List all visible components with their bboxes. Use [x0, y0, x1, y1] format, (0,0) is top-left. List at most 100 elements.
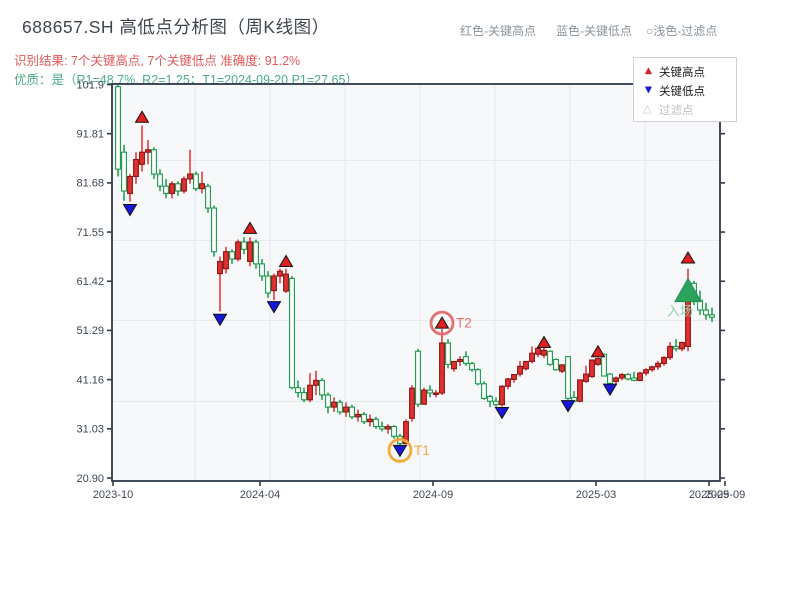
candle-up — [145, 149, 151, 153]
candle-down — [493, 400, 499, 406]
date-tick-label: 2024-09 — [413, 489, 453, 501]
candle-up — [199, 183, 205, 190]
t1-annotation: T1 — [387, 437, 430, 463]
candle-up — [577, 379, 583, 402]
key-high-triangle-icon — [680, 251, 696, 264]
key-low-triangle-icon — [266, 301, 282, 314]
candle-down — [415, 350, 421, 405]
candle-up — [559, 364, 565, 372]
candle-up — [181, 178, 187, 192]
key-low-triangle-icon — [122, 203, 138, 217]
candle-down — [391, 425, 397, 437]
candle-up — [271, 275, 277, 292]
candle-down — [565, 356, 571, 399]
candle-up — [643, 369, 649, 374]
candle-down — [259, 263, 265, 277]
candle-down — [163, 185, 169, 195]
candle-up — [331, 401, 337, 408]
candle-up — [619, 374, 625, 379]
candle-up — [613, 377, 619, 382]
candle-up — [655, 362, 661, 368]
price-tick-label: 91.81 — [76, 128, 104, 140]
candle-up — [367, 418, 373, 423]
candle-down — [361, 413, 367, 423]
candle-up — [541, 349, 547, 356]
candle-up — [589, 359, 595, 378]
candle-down — [115, 86, 121, 170]
top-legend-key-low: 蓝色-关键低点 — [556, 24, 632, 38]
candle-down — [547, 350, 553, 365]
t2-ring-icon — [429, 310, 455, 336]
candle-down — [205, 185, 211, 209]
date-tick-label: 2024-04 — [240, 489, 280, 501]
t1-ring-icon — [387, 437, 413, 463]
candle-up — [439, 342, 445, 394]
top-legend-filter: ○浅色-过滤点 — [646, 24, 718, 38]
candle-up — [343, 406, 349, 413]
candle-down — [337, 401, 343, 413]
price-tick-label: 31.03 — [76, 424, 104, 436]
candle-up — [247, 241, 253, 262]
key-low-triangle-icon — [212, 313, 228, 327]
legend-item-key-low: ▼ 关键低点 — [643, 81, 736, 100]
candle-down — [631, 377, 637, 381]
key-low-triangle-icon — [560, 400, 576, 413]
price-tick-label: 41.16 — [76, 374, 104, 386]
candle-up — [451, 360, 457, 370]
candles — [115, 84, 715, 446]
candle-down — [625, 374, 631, 380]
candle-down — [373, 418, 379, 428]
candle-down — [325, 394, 331, 408]
key-high-triangle-icon — [590, 344, 606, 358]
legend-item-key-high: ▲ 关键高点 — [643, 62, 736, 81]
key-high-triangle-icon: ▲ — [643, 65, 654, 77]
candle-down — [193, 173, 199, 190]
price-axis: 101.9 91.81 81.68 71.55 61.42 51.29 41.16 31.03… — [76, 79, 725, 485]
axes-frame — [111, 83, 721, 482]
candle-down — [349, 406, 355, 418]
candle-up — [679, 341, 685, 350]
candle-down — [487, 395, 493, 402]
candle-up — [277, 270, 283, 277]
candle-up — [235, 241, 241, 260]
candle-up — [457, 358, 463, 363]
candle-up — [529, 352, 535, 363]
candle-down — [427, 389, 433, 394]
candle-up — [223, 251, 229, 270]
candle-up — [307, 384, 313, 401]
candle-up — [499, 385, 505, 406]
candle-up — [187, 173, 193, 180]
candle-up — [385, 425, 391, 430]
key-high-triangle-icon — [242, 221, 258, 234]
key-low-markers — [122, 203, 618, 458]
key-low-triangle-icon: ▼ — [643, 84, 654, 96]
candle-down — [295, 387, 301, 394]
candle-up — [133, 158, 139, 178]
price-tick-label: 51.29 — [76, 325, 104, 337]
price-tick-label: 20.90 — [76, 473, 104, 485]
candle-down — [703, 309, 709, 316]
candle-down — [445, 342, 451, 365]
candle-up — [217, 260, 223, 275]
key-low-triangle-icon — [602, 383, 618, 397]
candle-up — [517, 365, 523, 375]
price-tick-label: 71.55 — [76, 227, 104, 239]
date-tick-label: 2025-03 — [576, 489, 616, 501]
candle-down — [253, 241, 259, 265]
candle-up — [667, 345, 673, 359]
legend-item-filter: △ 过滤点 — [643, 100, 736, 119]
candle-up — [523, 360, 529, 370]
candle-up — [505, 378, 511, 387]
key-high-triangle-icon — [434, 316, 450, 329]
candle-down — [319, 379, 325, 396]
candle-down — [121, 151, 127, 192]
candle-down — [673, 345, 679, 350]
candle-up — [433, 392, 439, 395]
candle-down — [553, 358, 559, 371]
entry-triangle-icon — [674, 277, 702, 303]
t2-label: T2 — [456, 316, 472, 331]
candle-down — [175, 183, 181, 192]
candle-down — [241, 241, 247, 250]
candle-up — [283, 273, 289, 292]
